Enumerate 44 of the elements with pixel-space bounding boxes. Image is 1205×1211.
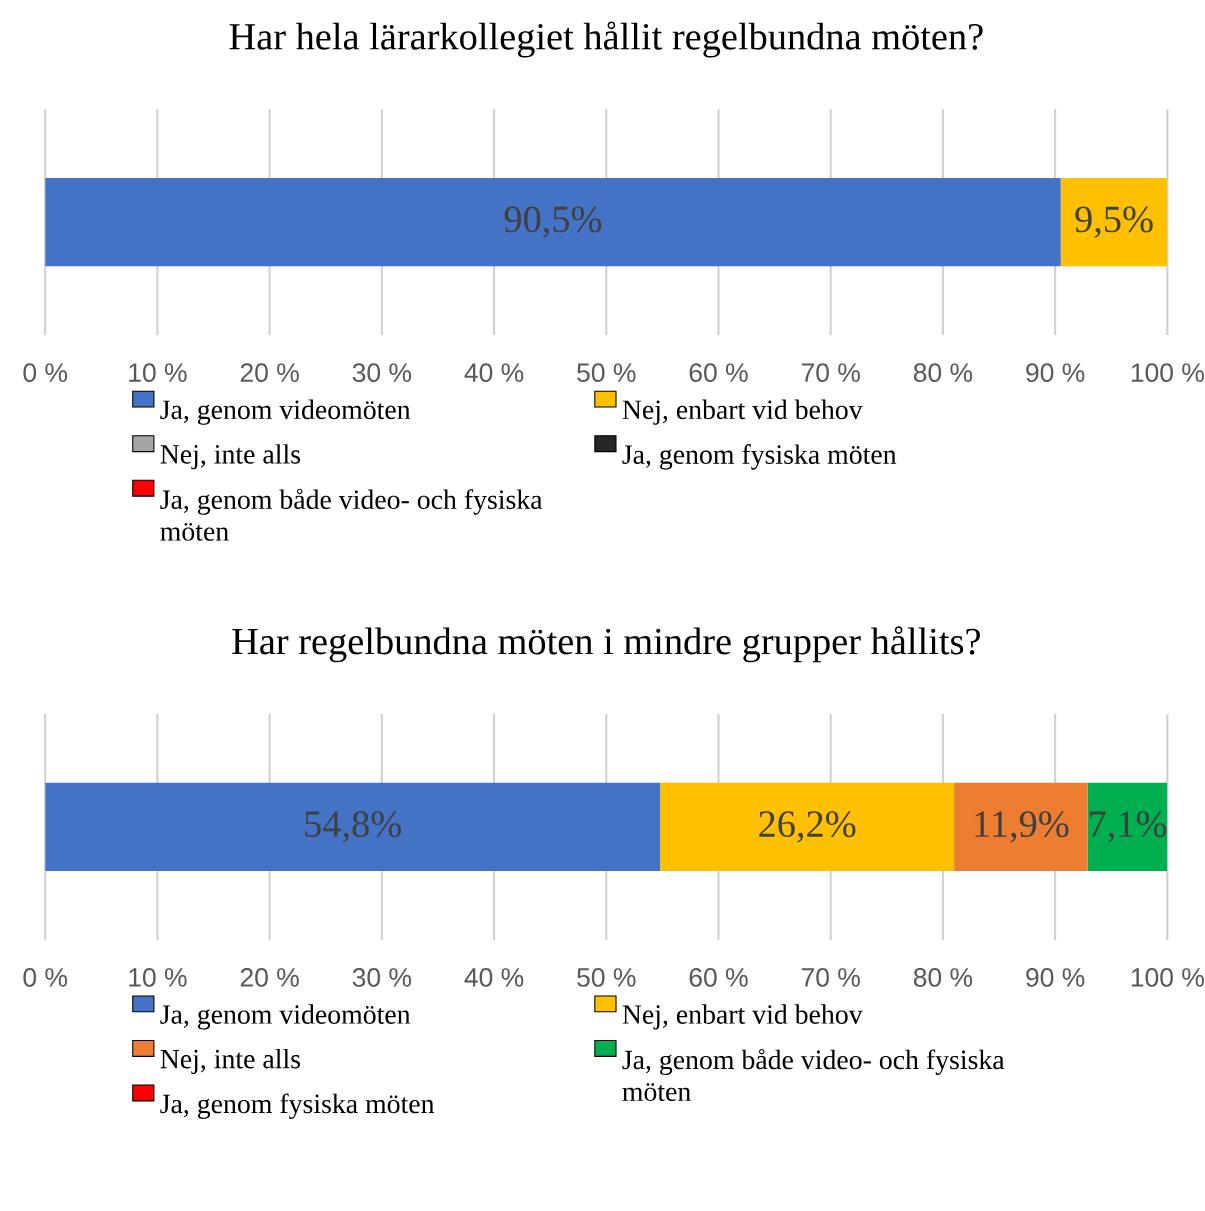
- bar: [45, 782, 661, 871]
- x-tick-label: 50 %: [577, 968, 636, 987]
- legend-label: Ja, genom både video- och fysiska möten: [160, 488, 543, 541]
- x-tick-label: 40 %: [464, 968, 524, 987]
- x-tick-label: 90 %: [1026, 968, 1085, 987]
- legend-label: Nej, inte alls: [160, 1048, 301, 1075]
- x-tick-label: 40 %: [464, 363, 524, 383]
- legend-label: Nej, inte alls: [160, 444, 301, 470]
- x-tick-label: 90 %: [1026, 363, 1085, 383]
- x-tick-label: 50 %: [577, 363, 636, 383]
- data-label: 7,1%: [1090, 811, 1167, 843]
- legend-label: Ja, genom både video- och fysiska möten: [622, 1048, 1005, 1102]
- data-label: 90,5%: [504, 206, 602, 238]
- bar: [660, 782, 955, 871]
- x-tick-label: 10 %: [129, 968, 187, 987]
- bar: [1087, 782, 1168, 871]
- x-tick-label: 80 %: [913, 968, 973, 987]
- x-tick-label: 100 %: [1131, 363, 1204, 383]
- x-tick-label: 30 %: [352, 363, 412, 383]
- legend-label: Ja, genom videomöten: [160, 399, 411, 425]
- x-tick-label: 0 %: [23, 363, 68, 383]
- x-tick-label: 30 %: [352, 968, 412, 987]
- x-tick-label: 20 %: [240, 363, 299, 383]
- x-tick-label: 70 %: [801, 968, 860, 987]
- x-tick-label: 0 %: [23, 968, 68, 987]
- x-tick-label: 60 %: [689, 363, 748, 383]
- legend-label: Ja, genom fysiska möten: [160, 1093, 435, 1119]
- x-tick-label: 80 %: [913, 363, 973, 383]
- data-label: 9,5%: [1075, 206, 1153, 238]
- data-label: 11,9%: [975, 811, 1069, 843]
- legend-label: Ja, genom fysiska möten: [622, 444, 897, 470]
- chart-title: Har regelbundna möten i mindre grupper hållits?: [232, 626, 980, 663]
- bar: [954, 782, 1088, 871]
- chart-title: Har hela lärarkollegiet hållit regelbundna möten?: [229, 21, 983, 58]
- x-tick-label: 10 %: [129, 363, 187, 383]
- x-tick-label: 70 %: [801, 363, 860, 383]
- x-tick-label: 60 %: [689, 968, 748, 987]
- data-label: 54,8%: [305, 811, 401, 843]
- x-tick-label: 20 %: [240, 968, 299, 987]
- data-label: 26,2%: [759, 811, 856, 843]
- legend-label: Nej, enbart vid behov: [622, 399, 863, 425]
- legend-label: Nej, enbart vid behov: [622, 1004, 863, 1030]
- legend-label: Ja, genom videomöten: [160, 1004, 411, 1030]
- x-tick-label: 100 %: [1131, 968, 1204, 987]
